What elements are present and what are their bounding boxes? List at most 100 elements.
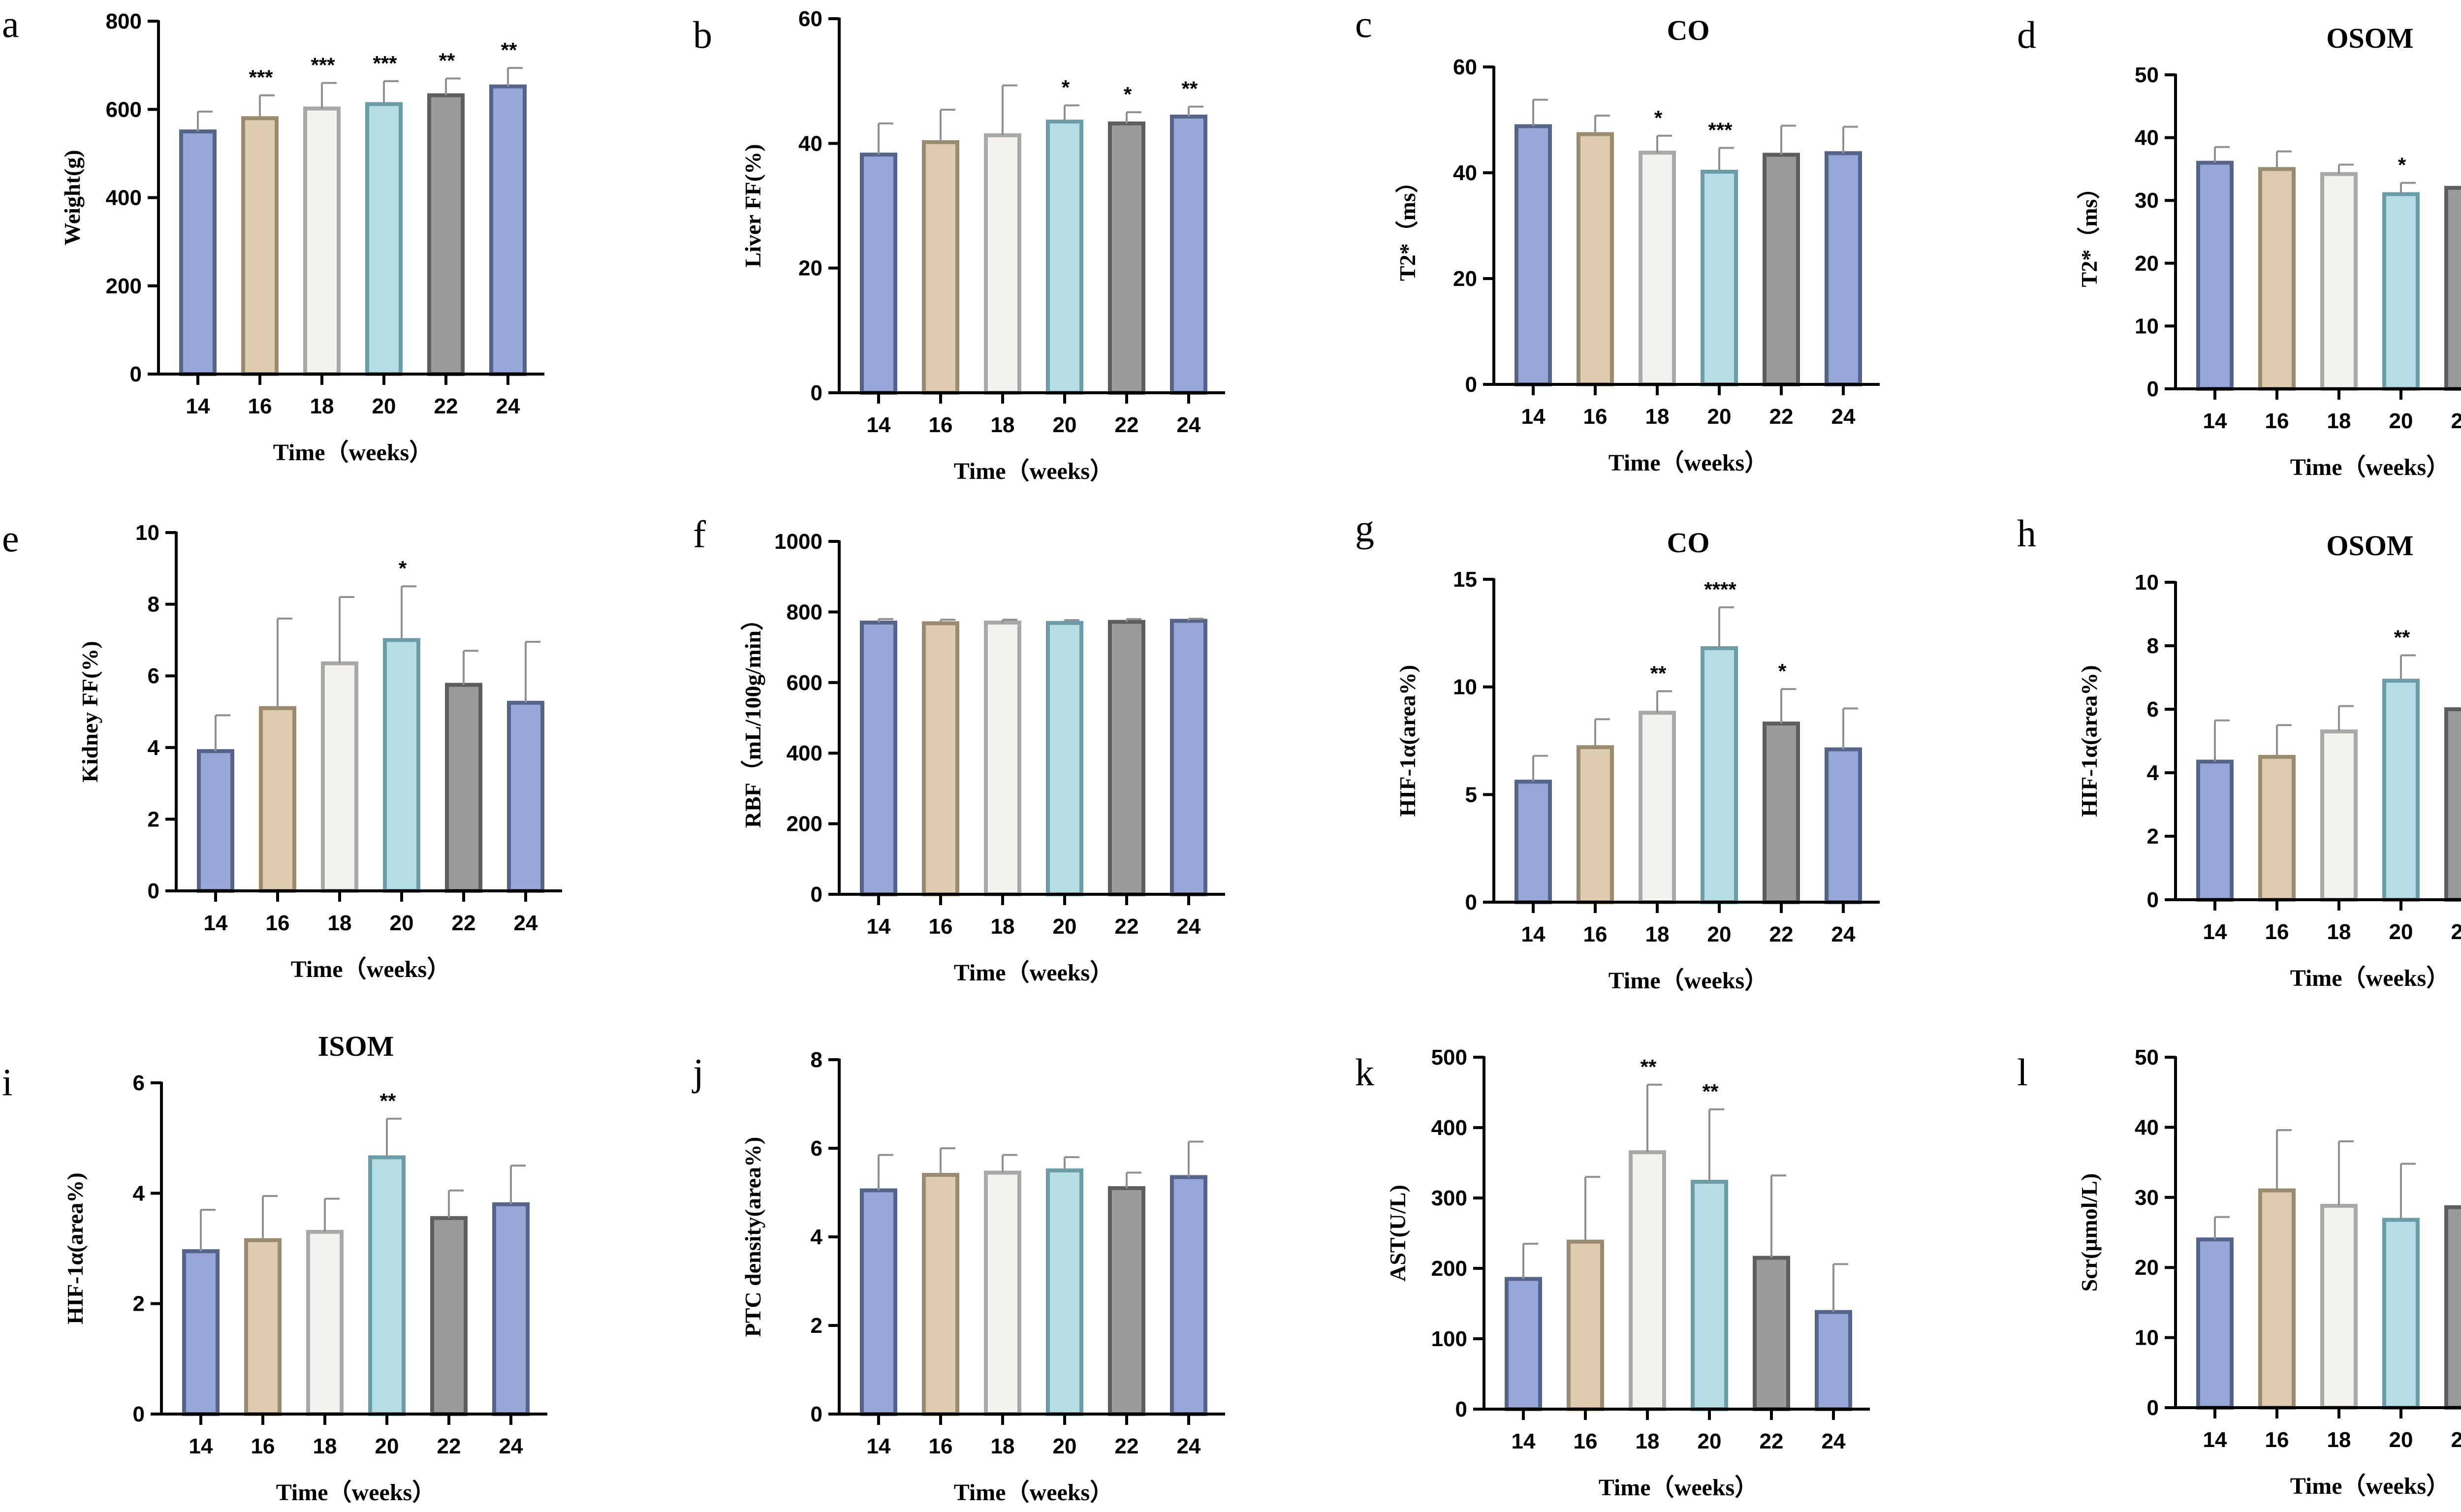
x-tick-label: 18 — [2327, 409, 2351, 433]
x-tick-label: 22 — [452, 911, 476, 935]
x-tick-label: 22 — [1115, 914, 1139, 939]
bar-16 — [2258, 167, 2296, 391]
bar-14 — [1514, 780, 1552, 905]
y-tick-label: 0 — [130, 362, 142, 386]
y-tick-label: 2 — [2147, 824, 2159, 849]
panel-letter: g — [1355, 507, 1374, 550]
x-axis-label: Time（weeks） — [1609, 968, 1768, 994]
x-tick-label: 20 — [375, 1434, 399, 1458]
panel-letter: e — [2, 517, 19, 560]
y-tick-label: 800 — [787, 600, 822, 624]
y-tick-label: 0 — [1465, 373, 1477, 397]
y-tick-label: 2 — [133, 1292, 145, 1316]
x-tick-label: 24 — [514, 911, 538, 935]
x-tick-label: 20 — [390, 911, 414, 935]
significance-mark: * — [2398, 153, 2406, 176]
panel-k: k 14 16 ** 18 ** 20 22 24 0 100 200 300 400 500 Time（we… — [1355, 1045, 1870, 1501]
y-tick-label: 200 — [106, 274, 142, 298]
y-tick-label: 8 — [811, 1048, 822, 1072]
x-tick-label: 14 — [2203, 409, 2227, 433]
panel-letter: i — [2, 1061, 13, 1103]
bar-14 — [182, 1249, 220, 1417]
bar-16 — [922, 140, 959, 395]
x-tick-label: 16 — [248, 394, 272, 418]
bar-16 — [2258, 755, 2296, 902]
bar-24 — [1170, 114, 1207, 395]
bar-18 — [984, 620, 1021, 897]
bar-22 — [2444, 186, 2461, 391]
x-axis-label: Time（weeks） — [2290, 454, 2450, 480]
bar-16 — [259, 706, 296, 893]
bar-22 — [1763, 153, 1800, 386]
bar-14 — [860, 1188, 897, 1416]
bar-18 — [2320, 1203, 2358, 1410]
y-tick-label: 40 — [1453, 161, 1477, 185]
y-tick-label: 5 — [1465, 783, 1477, 807]
x-tick-label: 20 — [1698, 1429, 1722, 1453]
y-tick-label: 30 — [2135, 1186, 2159, 1210]
y-tick-label: 20 — [2135, 1256, 2159, 1280]
bar-14 — [197, 749, 234, 893]
panel-d: dOSOM141618*20222401020304050Time（weeks）… — [2017, 13, 2461, 480]
chart-title: OSOM — [2326, 22, 2413, 54]
x-tick-label: 18 — [2327, 1428, 2351, 1452]
x-tick-label: 16 — [2265, 1428, 2289, 1452]
y-tick-label: 10 — [2135, 1326, 2159, 1350]
significance-mark: ** — [501, 38, 517, 62]
significance-mark: ** — [2394, 626, 2410, 649]
y-tick-label: 1000 — [774, 530, 822, 554]
y-tick-label: 60 — [798, 7, 822, 31]
bar-24 — [1825, 151, 1862, 386]
panel-letter: k — [1355, 1051, 1374, 1094]
bar-20 — [1691, 1180, 1728, 1412]
x-tick-label: 20 — [1707, 405, 1732, 429]
x-tick-label: 16 — [251, 1434, 275, 1458]
x-tick-label: 18 — [313, 1434, 337, 1458]
x-tick-label: 20 — [1707, 922, 1732, 946]
y-tick-label: 40 — [2135, 1115, 2159, 1139]
y-tick-label: 600 — [106, 97, 142, 122]
x-tick-label: 14 — [204, 911, 228, 935]
x-tick-label: 16 — [1574, 1429, 1598, 1453]
significance-mark: * — [1778, 660, 1787, 683]
bar-22 — [2444, 707, 2461, 902]
y-tick-label: 0 — [1455, 1397, 1467, 1421]
panel-a: a 14 *** 16 *** 18 *** 20 ** 22 ** 24 0 200 400 600 800 T… — [2, 2, 544, 466]
y-axis-label: HIF-1α(area%) — [1395, 665, 1420, 817]
x-tick-label: 18 — [991, 413, 1015, 437]
y-tick-label: 20 — [798, 256, 822, 281]
panel-f: f 14 16 18 20 22 24 0 200 400 600 800 1000 Time（weeks… — [693, 513, 1225, 986]
x-tick-label: 14 — [867, 1434, 891, 1458]
y-tick-label: 20 — [2135, 252, 2159, 276]
y-tick-label: 10 — [2135, 570, 2159, 595]
x-tick-label: 24 — [1831, 922, 1856, 946]
panel-letter: a — [2, 2, 19, 45]
bar-22 — [1108, 620, 1145, 896]
bar-24 — [507, 700, 544, 893]
panel-c: c CO 14 16 * 18 *** 20 22 24 0 20 40 60 Time（weeks） T2*… — [1355, 2, 1880, 476]
significance-mark: ** — [380, 1089, 396, 1112]
x-axis-label: Time（weeks） — [1609, 450, 1768, 476]
y-tick-label: 15 — [1453, 567, 1477, 592]
y-tick-label: 100 — [1431, 1327, 1467, 1351]
x-tick-label: 20 — [1053, 1434, 1077, 1458]
bar-16 — [1577, 132, 1614, 386]
bar-20 — [365, 102, 403, 376]
bar-24 — [1825, 747, 1862, 904]
bar-18 — [1639, 151, 1676, 386]
y-tick-label: 2 — [811, 1314, 822, 1338]
chart-title: CO — [1667, 14, 1710, 46]
x-axis-label: Time（weeks） — [954, 960, 1113, 986]
y-tick-label: 0 — [2147, 888, 2159, 912]
panel-letter: j — [692, 1051, 704, 1094]
bar-14 — [1514, 124, 1552, 386]
y-tick-label: 4 — [2147, 761, 2159, 785]
bar-16 — [922, 621, 959, 896]
y-axis-label: Weight(g) — [60, 150, 85, 245]
bar-20 — [383, 638, 420, 893]
y-tick-label: 20 — [1453, 267, 1477, 291]
bar-18 — [984, 133, 1021, 395]
y-tick-label: 6 — [2147, 697, 2159, 722]
